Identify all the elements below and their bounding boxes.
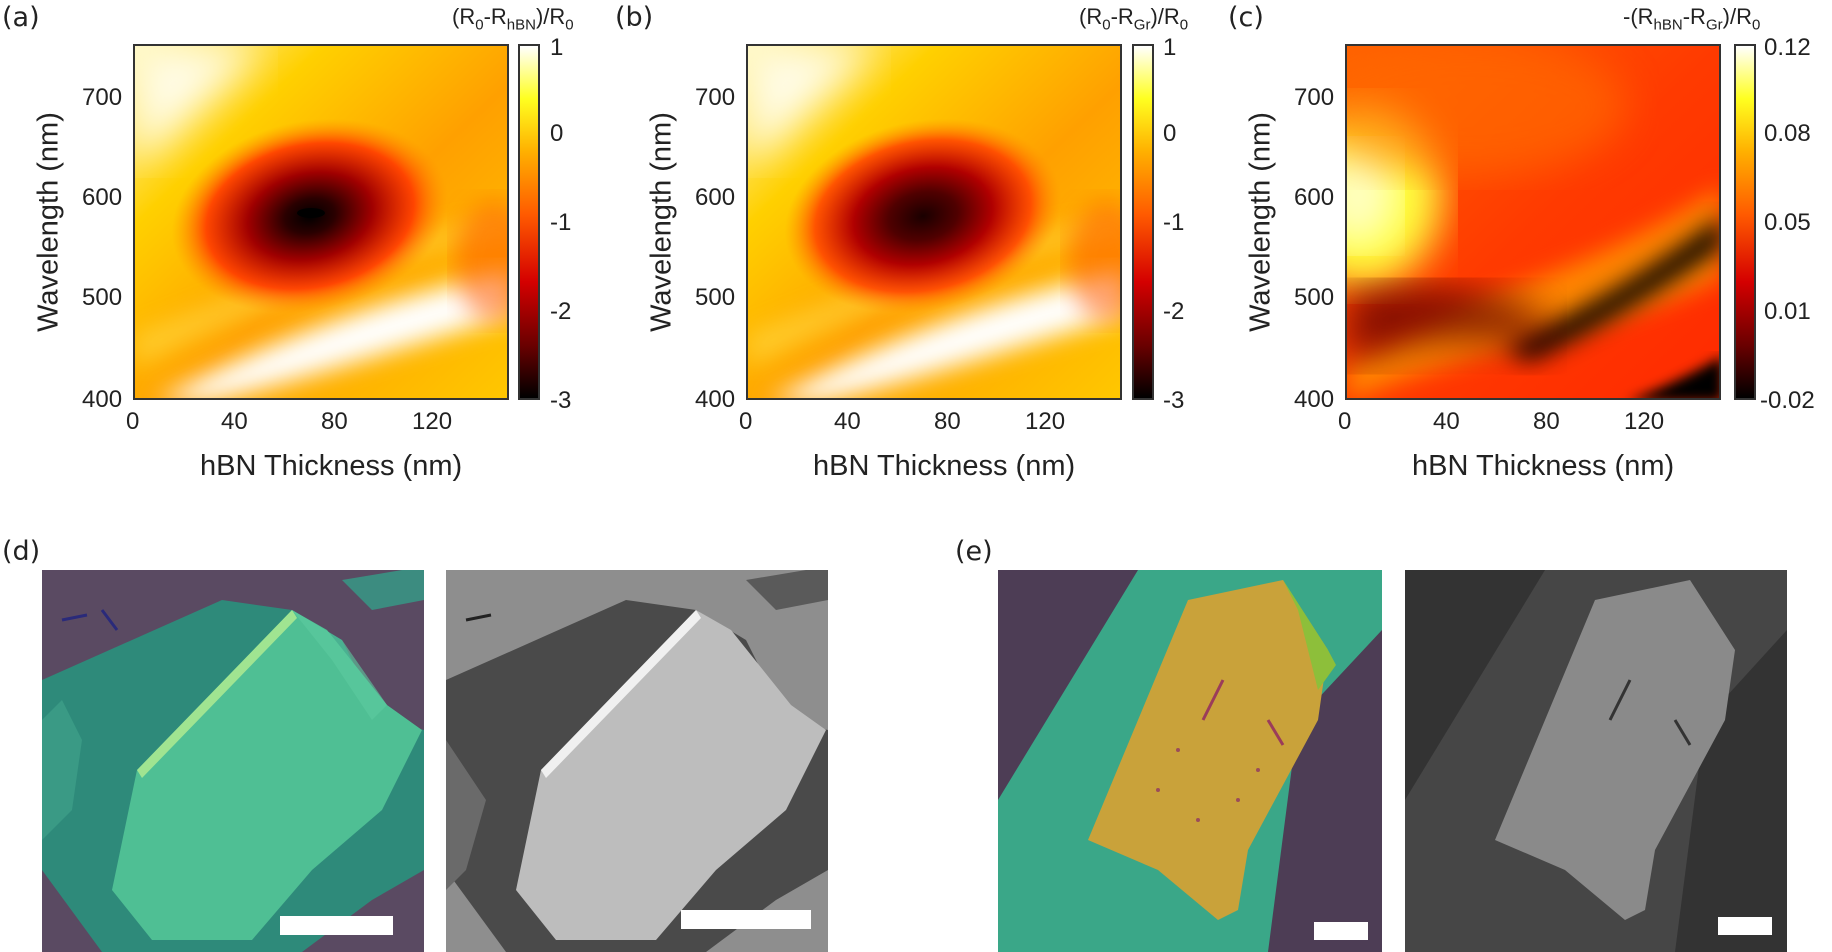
ytick-a-500: 500: [82, 284, 123, 311]
cbar-tick-c-3: 0.01: [1764, 298, 1811, 325]
cbar-tick-a-1: 0: [550, 120, 564, 147]
colorbar-a: [518, 44, 540, 400]
xtick-b-40: 40: [834, 408, 861, 435]
scale-bar-d2: [681, 910, 811, 929]
xtick-c-40: 40: [1433, 408, 1460, 435]
ylabel-b: Wavelength (nm): [645, 112, 678, 332]
ylabel-c: Wavelength (nm): [1244, 112, 1277, 332]
cbar-tick-b-3: -2: [1163, 298, 1185, 325]
cbar-tick-a-2: -1: [550, 209, 572, 236]
xlabel-b: hBN Thickness (nm): [813, 450, 1076, 482]
panel-label-b: (b): [615, 2, 654, 33]
xtick-b-80: 80: [934, 408, 961, 435]
cbar-tick-c-2: 0.05: [1764, 209, 1811, 236]
scale-bar-e1: [1314, 922, 1368, 940]
ytick-c-400: 400: [1294, 386, 1335, 413]
optical-image-e: [998, 570, 1382, 952]
xlabel-a: hBN Thickness (nm): [200, 450, 463, 482]
ytick-a-400: 400: [82, 386, 123, 413]
ytick-b-600: 600: [695, 184, 736, 211]
xtick-a-120: 120: [412, 408, 453, 435]
heatmap-a: [133, 44, 509, 400]
heatmap-b: [746, 44, 1122, 400]
sem-image-d: [446, 570, 828, 952]
colorbar-title-b: (R0-RGr)/R0: [1079, 4, 1189, 34]
scale-bar-d1: [280, 916, 393, 935]
xtick-a-80: 80: [321, 408, 348, 435]
heatmap-c: [1345, 44, 1721, 400]
xtick-c-80: 80: [1533, 408, 1560, 435]
xtick-a-0: 0: [126, 408, 140, 435]
panel-label-a: (a): [2, 2, 40, 33]
panel-label-c: (c): [1228, 2, 1264, 33]
panel-label-d: (d): [2, 536, 41, 567]
ylabel-a: Wavelength (nm): [32, 112, 65, 332]
ytick-b-500: 500: [695, 284, 736, 311]
ytick-a-600: 600: [82, 184, 123, 211]
ytick-b-700: 700: [695, 84, 736, 111]
optical-image-d: [42, 570, 424, 952]
cbar-tick-b-0: 1: [1163, 34, 1177, 61]
xtick-c-120: 120: [1624, 408, 1665, 435]
ytick-a-700: 700: [82, 84, 123, 111]
cbar-tick-b-1: 0: [1163, 120, 1177, 147]
ytick-c-600: 600: [1294, 184, 1335, 211]
panel-label-e: (e): [955, 536, 993, 567]
colorbar-c: [1734, 44, 1756, 400]
cbar-tick-c-4: -0.02: [1760, 387, 1815, 414]
cbar-tick-b-4: -3: [1163, 387, 1185, 414]
colorbar-b: [1132, 44, 1154, 400]
cbar-tick-c-1: 0.08: [1764, 120, 1811, 147]
xtick-b-120: 120: [1025, 408, 1066, 435]
cbar-tick-b-2: -1: [1163, 209, 1185, 236]
sem-image-e: [1405, 570, 1787, 952]
xtick-b-0: 0: [739, 408, 753, 435]
xtick-a-40: 40: [221, 408, 248, 435]
xlabel-c: hBN Thickness (nm): [1412, 450, 1675, 482]
ytick-b-400: 400: [695, 386, 736, 413]
cbar-tick-c-0: 0.12: [1764, 34, 1811, 61]
cbar-tick-a-3: -2: [550, 298, 572, 325]
cbar-tick-a-0: 1: [550, 34, 564, 61]
xtick-c-0: 0: [1338, 408, 1352, 435]
scale-bar-e2: [1718, 917, 1772, 935]
cbar-tick-a-4: -3: [550, 387, 572, 414]
colorbar-title-c: -(RhBN-RGr)/R0: [1623, 4, 1761, 34]
ytick-c-700: 700: [1294, 84, 1335, 111]
ytick-c-500: 500: [1294, 284, 1335, 311]
colorbar-title-a: (R0-RhBN)/R0: [452, 4, 574, 34]
